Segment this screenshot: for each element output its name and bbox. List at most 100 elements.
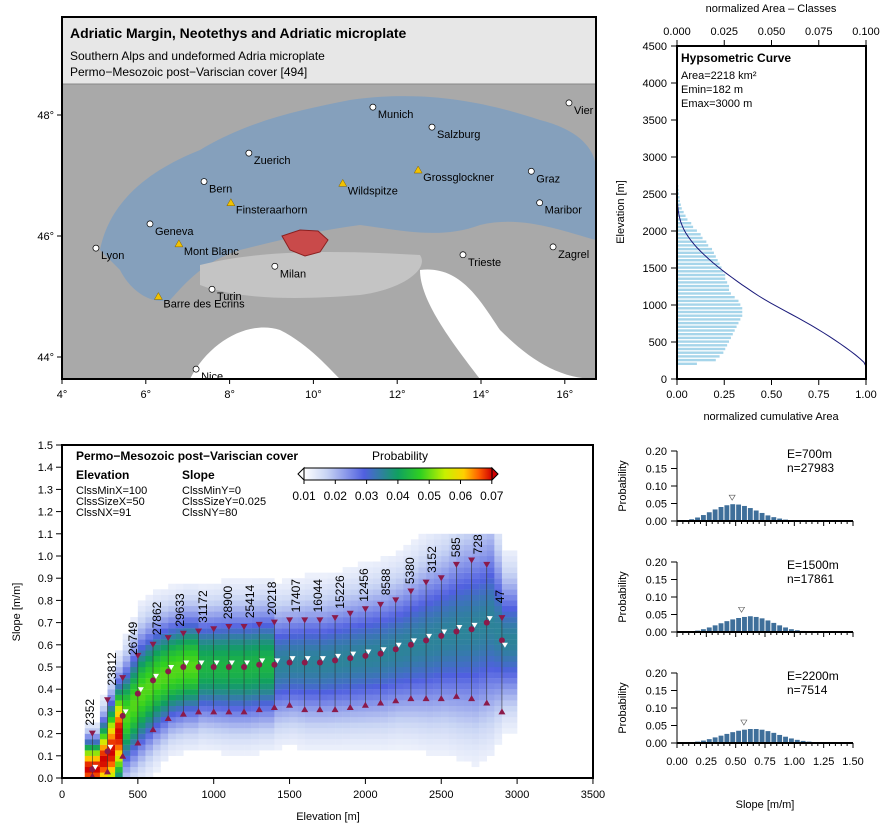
heatmap-cell xyxy=(403,634,411,640)
heatmap-cell xyxy=(396,634,404,640)
heatmap-cell xyxy=(487,645,495,651)
heatmap-cell xyxy=(426,600,434,606)
histogram-bar xyxy=(748,616,753,632)
heatmap-cell xyxy=(479,573,487,579)
heatmap-cell xyxy=(373,689,381,695)
heatmap-cell xyxy=(441,645,449,651)
heatmap-cell xyxy=(403,623,411,629)
heatmap-cell xyxy=(472,673,480,679)
heatmap-cell xyxy=(153,650,161,656)
heatmap-cell xyxy=(456,567,464,573)
heatmap-cell xyxy=(510,684,518,690)
heatmap-cell xyxy=(191,634,199,640)
heatmap-cell xyxy=(327,723,335,729)
heatmap-cell xyxy=(464,745,472,751)
heatmap-cell xyxy=(168,645,176,651)
heatmap-cell xyxy=(259,700,267,706)
heatmap-cell xyxy=(494,728,502,734)
heatmap-cell xyxy=(494,650,502,656)
x-tick-label: 1500 xyxy=(277,789,301,801)
heatmap-cell xyxy=(456,578,464,584)
place-label: Graz xyxy=(536,173,560,185)
heatmap-cell xyxy=(472,562,480,568)
heatmap-cell xyxy=(108,728,116,734)
heatmap-cell xyxy=(494,556,502,562)
heatmap-cell xyxy=(214,700,222,706)
heatmap-cell xyxy=(183,700,191,706)
heatmap-cell xyxy=(282,645,290,651)
heatmap-cell xyxy=(449,650,457,656)
heatmap-cell xyxy=(373,723,381,729)
heatmap-cell xyxy=(297,717,305,723)
heatmap-cell xyxy=(274,639,282,645)
heatmap-cell xyxy=(221,656,229,662)
heatmap-cell xyxy=(418,728,426,734)
heatmap-cell xyxy=(381,734,389,740)
heatmap-cell xyxy=(479,606,487,612)
heatmap-cell xyxy=(229,650,237,656)
heatmap-cell xyxy=(456,606,464,612)
heatmap-cell xyxy=(381,628,389,634)
heatmap-cell xyxy=(199,739,207,745)
area-class-bar xyxy=(678,266,721,268)
heatmap-cell xyxy=(282,650,290,656)
heatmap-cell xyxy=(130,706,138,712)
y-tick-label: 0.00 xyxy=(646,627,667,639)
heatmap-cell xyxy=(426,539,434,545)
heatmap-cell xyxy=(123,739,131,745)
heatmap-cell xyxy=(267,639,275,645)
heatmap-cell xyxy=(335,678,343,684)
heatmap-cell xyxy=(343,567,351,573)
heatmap-cell xyxy=(252,578,260,584)
heatmap-cell xyxy=(472,756,480,762)
y-tick-label: 0.2 xyxy=(38,729,53,741)
heatmap-cell xyxy=(434,589,442,595)
heatmap-cell xyxy=(244,678,252,684)
area-class-bar xyxy=(678,248,712,250)
heatmap-cell xyxy=(259,717,267,723)
heatmap-cell xyxy=(145,695,153,701)
heatmap-cell xyxy=(327,673,335,679)
heatmap-cell xyxy=(274,717,282,723)
heatmap-cell xyxy=(456,600,464,606)
heatmap-cell xyxy=(365,734,373,740)
heatmap-cell xyxy=(343,645,351,651)
heatmap-cell xyxy=(403,689,411,695)
heatmap-cell xyxy=(479,600,487,606)
heatmap-cell xyxy=(456,700,464,706)
y-tick-label: 0.20 xyxy=(646,668,667,680)
heatmap-cell xyxy=(100,761,108,767)
heatmap-cell xyxy=(138,761,146,767)
heatmap-cell xyxy=(358,639,366,645)
heatmap-cell xyxy=(229,678,237,684)
heatmap-cell xyxy=(290,678,298,684)
heatmap-cell xyxy=(320,678,328,684)
histogram-bar xyxy=(707,512,712,521)
heatmap-cell xyxy=(282,723,290,729)
heatmap-cell xyxy=(259,678,267,684)
heatmap-cell xyxy=(403,734,411,740)
heatmap-cell xyxy=(214,734,222,740)
heatmap-cell xyxy=(388,684,396,690)
heatmap-cell xyxy=(494,606,502,612)
heatmap-cell xyxy=(145,673,153,679)
heatmap-cell xyxy=(320,717,328,723)
heatmap-cell xyxy=(403,650,411,656)
heatmap-cell xyxy=(472,745,480,751)
heatmap-cell xyxy=(115,734,123,740)
heatmap-cell xyxy=(320,711,328,717)
heatmap-cell xyxy=(161,723,169,729)
city-marker-icon xyxy=(246,150,252,156)
slope-params-heading: Slope xyxy=(182,468,215,482)
heatmap-cell xyxy=(176,745,184,751)
heatmap-cell xyxy=(191,673,199,679)
heatmap-cell xyxy=(418,617,426,623)
heatmap-cell xyxy=(176,689,184,695)
heatmap-cell xyxy=(487,661,495,667)
heatmap-cell xyxy=(472,595,480,601)
count-label: 17407 xyxy=(289,579,303,613)
hyps-ylabel: Elevation [m] xyxy=(615,180,627,244)
heatmap-cell xyxy=(502,578,510,584)
heatmap-cell xyxy=(138,667,146,673)
heatmap-cell xyxy=(411,650,419,656)
